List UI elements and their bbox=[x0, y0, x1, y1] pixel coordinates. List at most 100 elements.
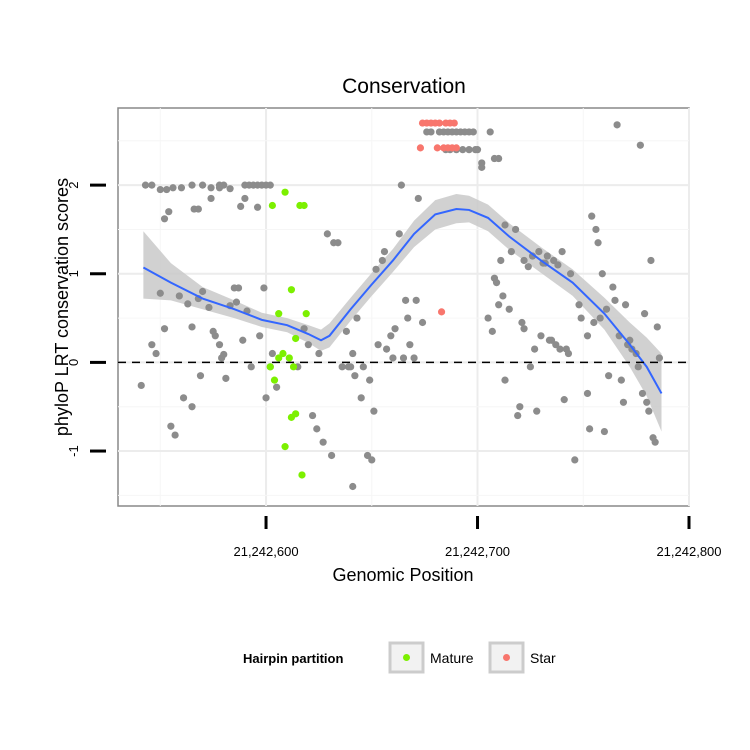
data-point-other bbox=[586, 425, 594, 433]
data-point-mature bbox=[275, 310, 283, 318]
data-point-other bbox=[374, 341, 382, 349]
data-point-other bbox=[410, 354, 418, 362]
data-point-mature bbox=[300, 201, 308, 210]
data-point-other bbox=[179, 394, 188, 402]
data-point-other bbox=[556, 345, 564, 353]
data-point-other bbox=[319, 438, 327, 446]
data-point-other bbox=[156, 289, 164, 297]
data-point-other bbox=[215, 341, 224, 349]
data-point-other bbox=[198, 287, 207, 296]
data-point-other bbox=[188, 181, 196, 189]
data-point-other bbox=[338, 363, 346, 371]
data-point-other bbox=[241, 194, 249, 203]
data-point-other bbox=[313, 425, 321, 433]
data-point-other bbox=[537, 332, 545, 340]
data-point-other bbox=[207, 184, 215, 192]
data-point-other bbox=[575, 301, 583, 309]
data-point-other bbox=[226, 185, 234, 193]
data-point-other bbox=[613, 121, 621, 129]
data-point-mature bbox=[298, 471, 306, 479]
data-point-other bbox=[370, 407, 378, 415]
data-point-mature bbox=[281, 188, 289, 196]
data-point-other bbox=[473, 146, 482, 154]
data-point-other bbox=[558, 247, 566, 256]
y-tick-label: 2 bbox=[66, 182, 81, 189]
data-point-other bbox=[653, 323, 661, 331]
data-point-other bbox=[524, 263, 532, 271]
data-point-other bbox=[609, 283, 617, 291]
data-point-other bbox=[414, 194, 422, 203]
data-point-other bbox=[478, 163, 486, 171]
data-point-other bbox=[196, 372, 205, 380]
data-point-other bbox=[543, 252, 551, 260]
data-point-other bbox=[351, 372, 359, 380]
data-point-star bbox=[435, 119, 444, 127]
data-point-other bbox=[520, 325, 528, 333]
data-point-other bbox=[636, 141, 644, 149]
legend-label-star: Star bbox=[530, 650, 556, 666]
data-point-other bbox=[594, 239, 602, 247]
x-tick-label: 21,242,800 bbox=[656, 544, 721, 559]
data-point-other bbox=[501, 376, 509, 384]
data-point-other bbox=[554, 261, 562, 269]
data-point-other bbox=[518, 318, 526, 327]
data-point-star bbox=[450, 119, 458, 127]
data-point-other bbox=[237, 202, 245, 210]
data-point-other bbox=[205, 303, 213, 312]
data-point-other bbox=[359, 363, 367, 371]
data-point-other bbox=[488, 327, 496, 335]
data-point-other bbox=[378, 256, 386, 265]
data-point-other bbox=[188, 323, 196, 331]
legend-dot-star bbox=[503, 654, 510, 661]
data-point-other bbox=[380, 247, 389, 256]
data-point-other bbox=[655, 354, 663, 362]
legend: Hairpin partition Mature Star bbox=[243, 641, 556, 674]
data-point-other bbox=[372, 265, 380, 273]
y-axis-label: phyloP LRT conservation scores bbox=[52, 178, 72, 436]
y-tick-label: -1 bbox=[66, 445, 81, 457]
smooth-line-layer bbox=[142, 208, 663, 394]
data-point-other bbox=[169, 184, 177, 192]
data-point-other bbox=[486, 128, 494, 136]
data-point-other bbox=[484, 314, 492, 322]
data-point-other bbox=[256, 332, 264, 340]
data-point-other bbox=[497, 256, 505, 265]
data-point-mature bbox=[285, 354, 293, 362]
data-point-other bbox=[327, 451, 336, 460]
data-point-other bbox=[397, 181, 405, 189]
data-point-other bbox=[577, 314, 585, 322]
series-other bbox=[137, 121, 663, 491]
data-point-other bbox=[304, 341, 312, 349]
data-point-other bbox=[505, 305, 513, 313]
data-point-other bbox=[395, 230, 403, 238]
data-point-other bbox=[175, 292, 183, 300]
data-point-other bbox=[266, 181, 274, 189]
series-star bbox=[416, 119, 460, 316]
data-point-other bbox=[560, 396, 568, 404]
y-tick-label: 1 bbox=[66, 270, 81, 277]
data-point-other bbox=[366, 376, 374, 384]
axes: 21,242,600 21,242,700 21,242,800 -1 0 1 2 bbox=[66, 182, 722, 559]
data-point-other bbox=[602, 305, 611, 313]
data-point-other bbox=[389, 354, 397, 362]
data-point-other bbox=[590, 318, 598, 327]
x-axis-label: Genomic Position bbox=[332, 565, 473, 585]
x-tick-label: 21,242,600 bbox=[233, 544, 298, 559]
legend-label-mature: Mature bbox=[430, 650, 474, 666]
data-point-mature bbox=[287, 413, 296, 421]
data-point-other bbox=[160, 215, 169, 223]
data-point-other bbox=[621, 301, 630, 309]
x-tick-label: 21,242,700 bbox=[445, 544, 510, 559]
data-point-other bbox=[533, 407, 541, 415]
data-point-other bbox=[323, 230, 331, 238]
data-point-other bbox=[207, 194, 215, 203]
data-point-mature bbox=[270, 376, 279, 384]
data-point-other bbox=[492, 279, 501, 287]
data-point-other bbox=[357, 394, 365, 402]
data-point-other bbox=[215, 181, 224, 189]
data-point-other bbox=[167, 422, 175, 430]
data-point-other bbox=[520, 256, 528, 265]
data-point-other bbox=[566, 270, 575, 278]
data-point-other bbox=[495, 154, 503, 163]
